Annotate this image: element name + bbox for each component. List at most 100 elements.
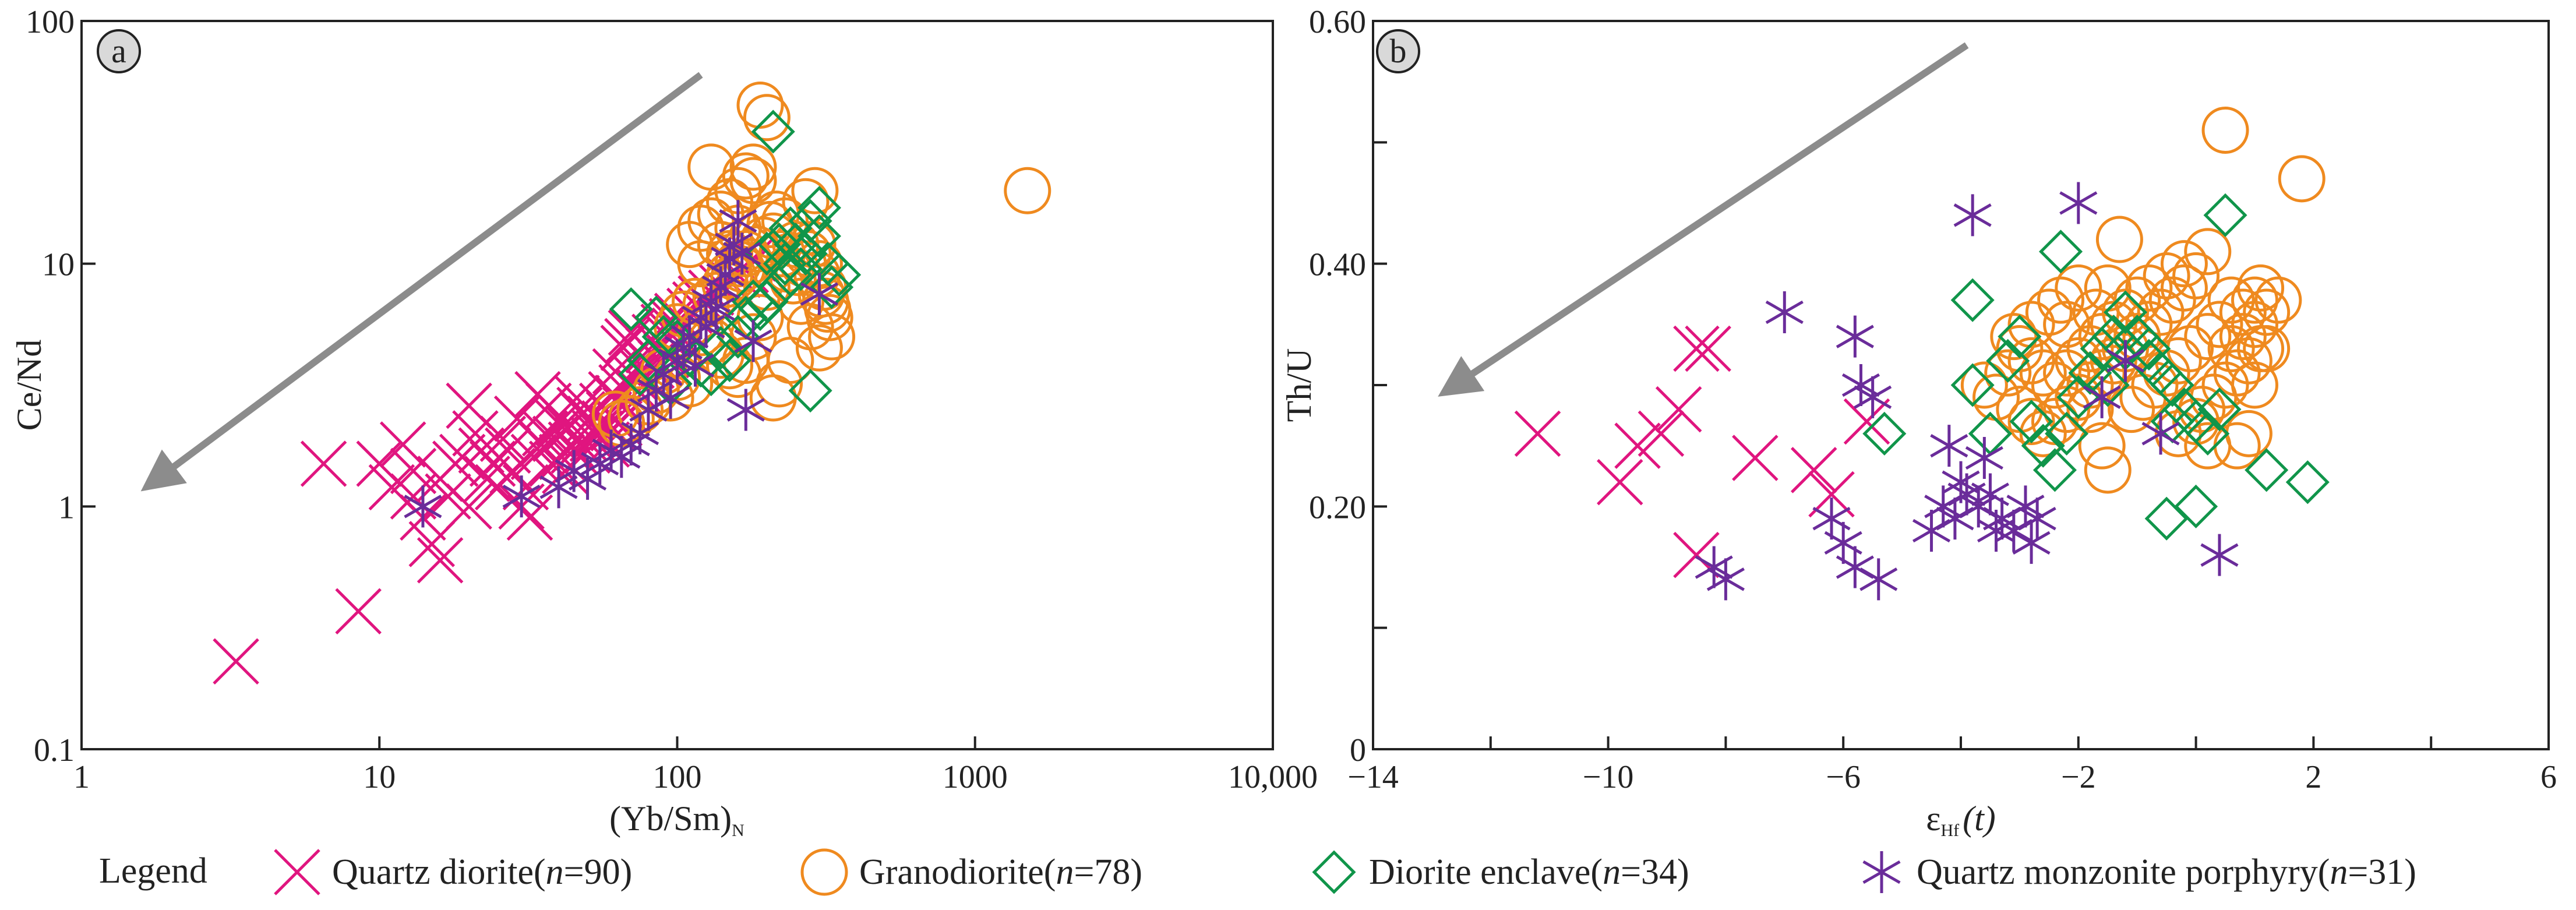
x-tick-label: 10,000	[1228, 759, 1318, 795]
data-point	[2174, 484, 2218, 528]
data-point	[1004, 167, 1051, 214]
data-point	[795, 324, 843, 372]
data-point	[1790, 447, 1837, 493]
data-point	[2160, 264, 2208, 312]
data-point	[2245, 448, 2289, 492]
y-tick-label: 1	[58, 489, 75, 525]
data-point	[1984, 349, 2032, 397]
data-point	[644, 353, 683, 396]
data-point	[2196, 301, 2243, 348]
data-point	[2031, 361, 2079, 409]
legend-marker-qm	[1862, 851, 1901, 893]
data-point	[676, 344, 715, 387]
data-point	[788, 368, 832, 413]
data-point	[1862, 411, 1907, 456]
data-point	[729, 143, 777, 191]
data-point	[2231, 361, 2278, 409]
data-point	[2184, 422, 2232, 470]
data-point	[634, 295, 678, 340]
data-point	[2184, 313, 2232, 361]
data-point	[1673, 325, 1720, 372]
data-point	[723, 232, 761, 275]
panel-b: −14 −10 −6 −2 2 6 0 0.20 0.40 0.60 b Th/U εHf (t)	[1280, 4, 2557, 840]
data-point	[1942, 461, 1980, 503]
data-point	[2103, 290, 2148, 334]
data-point	[621, 412, 659, 454]
data-point	[768, 206, 813, 251]
trend-arrow-line	[1438, 42, 1969, 397]
data-point	[2213, 422, 2261, 470]
data-point	[679, 344, 723, 388]
data-point	[417, 537, 464, 584]
data-point	[2237, 264, 2285, 312]
data-point	[439, 433, 486, 481]
data-point	[464, 456, 510, 502]
x-tick-label: 1	[73, 759, 90, 795]
y-tick-label: 0	[1350, 732, 1366, 768]
panel-b-trend-arrow	[1438, 42, 1969, 397]
data-point	[2207, 276, 2255, 324]
data-point	[697, 288, 735, 330]
data-point	[2019, 349, 2067, 397]
data-point	[2137, 288, 2185, 336]
panel-b-axis-ticks: −14 −10 −6 −2 2 6 0 0.20 0.40 0.60	[1309, 4, 2557, 795]
x-tick-label: 100	[653, 759, 702, 795]
data-point	[2007, 398, 2055, 445]
data-point	[213, 638, 259, 685]
data-point	[539, 466, 578, 509]
data-point	[2038, 230, 2083, 274]
data-point	[751, 110, 795, 154]
series-qd	[1514, 325, 1890, 579]
data-point	[2127, 326, 2171, 371]
data-point	[2018, 498, 2056, 540]
data-point	[777, 277, 825, 325]
legend-label: Granodiorite(n=78)	[859, 852, 1142, 892]
data-point	[1960, 361, 2008, 409]
legend-marker-qd	[274, 849, 320, 895]
data-point	[2243, 325, 2291, 372]
x-tick-label: −6	[1826, 759, 1861, 795]
data-point	[2225, 337, 2272, 385]
data-point	[2184, 228, 2232, 276]
data-point	[734, 320, 772, 362]
data-point	[2012, 521, 2051, 564]
data-point	[1706, 558, 1745, 601]
series-qd	[213, 235, 777, 685]
data-point	[1998, 315, 2042, 359]
data-point	[609, 287, 653, 331]
data-point	[797, 186, 841, 230]
y-tick-label: 100	[26, 4, 75, 40]
data-point	[2150, 363, 2194, 407]
data-point	[2108, 386, 2155, 433]
data-point	[692, 280, 731, 323]
panel-b-data-points	[1514, 107, 2330, 601]
data-point	[1685, 325, 1731, 372]
data-point	[2066, 325, 2114, 372]
data-point	[2106, 340, 2145, 382]
data-point	[502, 475, 541, 518]
data-point	[2160, 240, 2208, 288]
data-point	[2201, 107, 2249, 154]
data-point	[2148, 276, 2196, 324]
data-point	[2143, 252, 2190, 299]
data-point	[1597, 458, 1643, 506]
data-point	[2231, 301, 2278, 348]
panel-b-tag-label: b	[1390, 32, 1407, 70]
data-point	[1843, 398, 1890, 445]
data-point	[612, 423, 650, 465]
panel-a-tag: a	[97, 29, 141, 73]
data-point	[2102, 288, 2150, 336]
data-point	[757, 223, 802, 267]
legend-label: Diorite enclave(n=34)	[1369, 852, 1689, 892]
legend-title: Legend	[99, 851, 207, 891]
data-point	[736, 81, 784, 129]
data-point	[1950, 363, 1995, 407]
series-gd	[1960, 107, 2326, 494]
data-point	[726, 389, 765, 431]
data-point	[1614, 422, 1661, 469]
data-point	[817, 253, 862, 297]
data-point	[1765, 291, 1804, 333]
data-point	[707, 338, 752, 383]
